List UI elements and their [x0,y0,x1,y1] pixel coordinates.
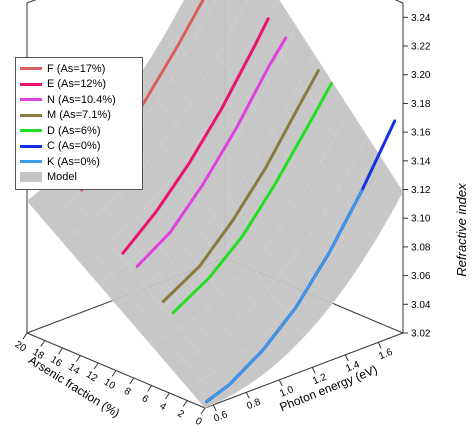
legend-label: C (As=0%) [47,140,101,153]
legend-item: C (As=0%) [20,139,142,155]
legend-item: E (As=12%) [20,77,142,93]
legend-label: N (As=10.4%) [47,93,116,106]
z-tick-label: 3.04 [411,300,431,311]
surface-patch [212,0,216,3]
series-line [161,69,320,304]
legend-label: K (As=0%) [47,155,100,168]
y-tick [93,362,99,370]
series-line [171,82,333,315]
legend-swatch [20,160,42,164]
z-tick-label: 3.10 [411,214,431,225]
legend-item: M (As=7.1%) [20,108,142,124]
series-line [135,36,288,268]
y-tick-label: 4 [157,401,168,414]
x-tick [212,404,217,412]
x-tick [245,392,250,399]
z-tick-label: 3.02 [411,329,431,340]
y-tick [111,370,117,377]
legend-label: E (As=12%) [47,78,106,91]
legend-swatch [20,82,42,86]
z-tick-label: 3.06 [411,271,431,282]
y-tick [40,340,46,347]
x-tick-label: 1.4 [344,359,361,375]
y-tick-label: 12 [84,369,100,384]
z-tick-label: 3.22 [411,42,431,53]
x-tick-label: 0.6 [212,409,229,425]
y-tick-label: 8 [122,386,133,399]
surface-patch [245,0,248,2]
z-tick-label: 3.08 [411,242,431,253]
y-tick-label: 6 [140,393,151,406]
legend-swatch [20,144,42,148]
legend-item: N (As=10.4%) [20,92,142,108]
x-tick-label: 1.6 [377,347,394,363]
legend-label: D (As=6%) [47,124,101,137]
legend-swatch [20,113,42,117]
z-tick-label: 3.24 [411,13,431,24]
z-axis-label: Refractive index [454,183,469,277]
y-tick-label: 10 [102,377,118,392]
box-edge [204,332,404,409]
legend-item: K (As=0%) [20,154,142,170]
surface-patch [182,0,215,30]
legend-item: Model [20,170,142,186]
data-curves [80,0,397,404]
y-tick-label: 20 [13,339,29,354]
y-tick [164,392,170,400]
z-tick-label: 3.12 [411,185,431,196]
series-line [205,189,363,403]
y-tick [22,332,28,340]
x-tick [311,367,316,374]
x-tick-label: 0.8 [245,397,262,413]
axis-ticks: 3.02 3.04 3.06 3.08 3.10 3.12 3.14 3.16 3.18 3.20… [13,13,431,428]
z-tick-label: 3.14 [411,156,431,167]
legend-label: M (As=7.1%) [47,109,111,122]
legend-swatch [20,98,42,102]
z-tick-label: 3.18 [411,99,431,110]
legend-swatch [20,67,42,71]
x-tick [278,379,283,387]
z-tick-label: 3.20 [411,70,431,81]
y-tick [75,355,81,362]
surface-patch [246,0,279,29]
y-tick [147,385,153,392]
y-tick [58,347,64,355]
surface-patch [214,0,247,30]
legend-item: D (As=6%) [20,123,142,139]
legend-label: Model [47,171,77,184]
y-tick [182,400,188,407]
legend-swatch [20,129,42,133]
legend: F (As=17%) E (As=12%) N (As=10.4%) M (As=7.… [15,57,143,190]
series-line [121,17,270,255]
y-tick-label: 2 [175,408,186,421]
legend-item: F (As=17%) [20,61,142,77]
surface-patch [263,0,297,56]
legend-swatch [20,172,42,183]
x-tick [344,354,349,362]
x-axis-label: Photon energy (eV) [278,362,380,414]
x-tick-label: 1.0 [278,384,295,400]
z-tick-label: 3.16 [411,128,431,139]
x-tick [377,342,382,349]
x-tick-label: 1.2 [311,372,328,388]
y-tick-label: 0 [193,416,204,429]
y-tick [129,377,135,385]
legend-label: F (As=17%) [47,62,106,75]
y-tick [200,407,206,415]
